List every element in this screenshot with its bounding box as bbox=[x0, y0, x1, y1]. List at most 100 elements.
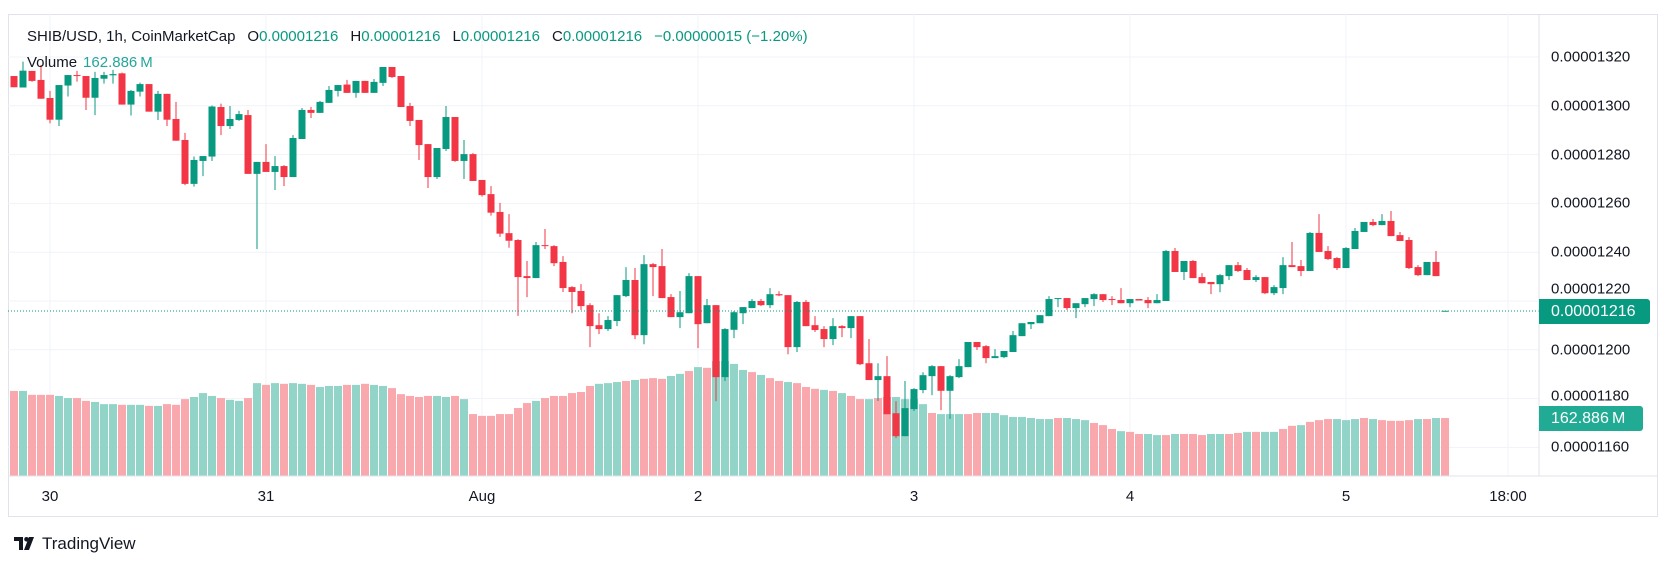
candle bbox=[478, 179, 486, 197]
volume-label[interactable]: Volume bbox=[27, 54, 78, 71]
price-tick-label: 0.00001320 bbox=[1551, 48, 1631, 66]
volume-bar bbox=[253, 383, 261, 476]
volume-bar bbox=[1027, 417, 1035, 476]
candle bbox=[757, 299, 765, 307]
candle-body bbox=[91, 77, 99, 98]
volume-bar bbox=[901, 399, 909, 476]
candle-body bbox=[1387, 220, 1395, 237]
volume-bar bbox=[244, 398, 252, 476]
candle-body bbox=[208, 106, 216, 157]
candle bbox=[361, 80, 369, 93]
candle-body bbox=[100, 75, 108, 79]
candle bbox=[1009, 331, 1017, 352]
candle bbox=[766, 288, 774, 309]
volume-bar bbox=[1396, 420, 1404, 476]
candle-body bbox=[919, 375, 927, 391]
candle bbox=[406, 102, 414, 127]
volume-bar bbox=[847, 395, 855, 476]
volume-bar bbox=[190, 396, 198, 476]
candle bbox=[829, 318, 837, 346]
candle-body bbox=[856, 316, 864, 365]
candle bbox=[1225, 265, 1233, 281]
candle-body bbox=[1342, 248, 1350, 269]
candle bbox=[856, 316, 864, 366]
open-label: O bbox=[247, 28, 260, 45]
candle bbox=[334, 85, 342, 97]
price-tick-label: 0.00001160 bbox=[1551, 438, 1630, 456]
candle-body bbox=[55, 85, 63, 120]
candle-body bbox=[1405, 240, 1413, 269]
candle-body bbox=[433, 148, 441, 178]
candle-body bbox=[37, 79, 45, 99]
candle-body bbox=[1162, 250, 1170, 301]
volume-bars bbox=[10, 361, 1449, 476]
candle bbox=[604, 316, 612, 332]
candle-body bbox=[388, 67, 396, 78]
time-tick-label: 18:00 bbox=[1489, 488, 1527, 505]
tradingview-logo[interactable]: TradingView bbox=[14, 534, 136, 554]
candle-body bbox=[127, 90, 135, 105]
symbol-title[interactable]: SHIB/USD, 1h, CoinMarketCap bbox=[27, 28, 236, 45]
candle bbox=[262, 144, 270, 172]
volume-bar bbox=[1315, 420, 1323, 476]
candle-body bbox=[1207, 281, 1215, 285]
candle bbox=[352, 80, 360, 98]
volume-bar bbox=[883, 396, 891, 476]
volume-bar bbox=[640, 378, 648, 476]
volume-bar bbox=[775, 380, 783, 476]
price-tick-label: 0.00001300 bbox=[1551, 97, 1631, 115]
candle-body bbox=[694, 276, 702, 325]
candle bbox=[631, 268, 639, 340]
candle-body bbox=[118, 73, 126, 105]
candle-body bbox=[280, 166, 288, 178]
candle bbox=[163, 93, 171, 127]
candle-body bbox=[1234, 265, 1242, 271]
candle bbox=[1117, 288, 1125, 304]
candle-body bbox=[892, 413, 900, 437]
candle-body bbox=[1027, 321, 1035, 325]
candle-body bbox=[622, 280, 630, 297]
time-tick-label: 5 bbox=[1341, 488, 1351, 505]
candle-body bbox=[1279, 265, 1287, 289]
candle bbox=[1135, 299, 1143, 301]
candle bbox=[127, 89, 135, 116]
candle-body bbox=[1090, 294, 1098, 300]
time-tick-label: 4 bbox=[1125, 488, 1135, 505]
candle bbox=[919, 372, 927, 394]
volume-bar bbox=[343, 384, 351, 476]
candle bbox=[1396, 231, 1404, 241]
volume-value: 162.886 M bbox=[83, 54, 153, 71]
volume-bar bbox=[154, 405, 162, 476]
candle bbox=[712, 305, 720, 402]
candle-body bbox=[1225, 265, 1233, 277]
candle bbox=[1000, 351, 1008, 359]
volume-bar bbox=[172, 404, 180, 476]
candle-body bbox=[28, 70, 36, 81]
candle bbox=[181, 132, 189, 186]
volume-bar bbox=[577, 392, 585, 476]
candle-body bbox=[82, 76, 90, 98]
candle bbox=[838, 325, 846, 338]
candle bbox=[802, 300, 810, 327]
volume-bar bbox=[838, 393, 846, 476]
candle-body bbox=[604, 320, 612, 330]
volume-bar bbox=[919, 404, 927, 476]
candle-body bbox=[676, 312, 684, 318]
candle-body bbox=[1324, 250, 1332, 260]
candle-body bbox=[991, 356, 999, 359]
candle bbox=[1018, 323, 1026, 337]
candle bbox=[1162, 250, 1170, 301]
candle bbox=[1189, 260, 1197, 279]
candle bbox=[10, 76, 18, 88]
candle-body bbox=[1117, 300, 1125, 304]
price-tick-label: 0.00001220 bbox=[1551, 280, 1631, 298]
volume-bar bbox=[1054, 417, 1062, 476]
volume-bar bbox=[973, 413, 981, 476]
candle bbox=[37, 65, 45, 99]
candle-body bbox=[784, 295, 792, 348]
candle-body bbox=[550, 246, 558, 264]
volume-bar bbox=[217, 398, 225, 476]
candle-body bbox=[766, 294, 774, 306]
candle bbox=[1315, 214, 1323, 252]
